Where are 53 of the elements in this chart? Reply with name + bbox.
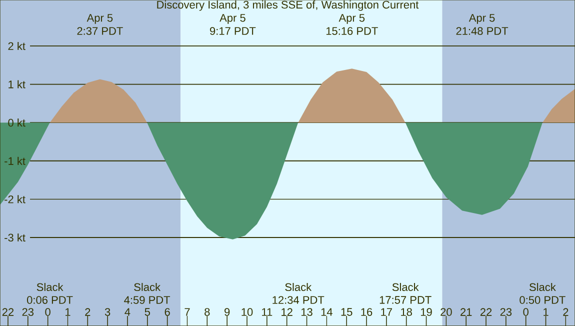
annotation: Slack xyxy=(134,282,161,292)
annotation: Apr 5 xyxy=(468,14,495,24)
x-tick-label: 18 xyxy=(401,308,412,316)
annotation: 15:16 PDT xyxy=(326,27,378,35)
annotation: Apr 5 xyxy=(220,14,246,24)
x-tick-label: 9 xyxy=(224,308,230,316)
x-tick-label: 21 xyxy=(460,308,472,316)
x-tick-label: 12 xyxy=(282,308,292,316)
x-tick-label: 4 xyxy=(124,308,130,316)
x-tick-label: 23 xyxy=(22,308,34,316)
annotation: 0:06 PDT xyxy=(27,296,73,304)
x-tick-label: 7 xyxy=(184,308,190,316)
y-tick-label: 1 kt xyxy=(8,80,26,88)
y-tick-label: -2 kt xyxy=(4,195,26,204)
x-tick-label: 3 xyxy=(104,308,110,316)
annotation: 17:57 PDT xyxy=(380,296,432,304)
annotation: Apr 5 xyxy=(86,14,113,24)
x-tick-label: 22 xyxy=(2,308,14,316)
annotation: Slack xyxy=(36,282,64,292)
x-tick-label: 0 xyxy=(45,308,50,316)
x-tick-label: 2 xyxy=(85,308,90,316)
annotation: 4:59 PDT xyxy=(124,296,170,304)
y-tick-label: -1 kt xyxy=(4,156,26,165)
x-tick-label: 22 xyxy=(480,308,492,316)
x-tick-label: 5 xyxy=(144,308,150,316)
annotation: 21:48 PDT xyxy=(456,27,508,35)
x-tick-label: 14 xyxy=(321,308,332,316)
x-tick-label: 0 xyxy=(523,308,528,316)
annotation: 2:37 PDT xyxy=(77,27,123,35)
x-tick-label: 17 xyxy=(381,308,392,316)
x-tick-label: 1 xyxy=(544,308,548,316)
x-tick-label: 2 xyxy=(563,308,568,316)
x-tick-label: 19 xyxy=(420,308,432,316)
x-tick-label: 8 xyxy=(204,308,210,316)
annotation: Apr 5 xyxy=(338,14,365,24)
chart-title: Discovery Island, 3 miles SSE of, Washington Current xyxy=(157,0,419,11)
x-tick-label: 13 xyxy=(301,308,312,316)
annotation: 9:17 PDT xyxy=(210,27,256,35)
annotation: Slack xyxy=(392,282,419,292)
x-tick-label: 15 xyxy=(341,308,352,316)
x-tick-label: 6 xyxy=(164,308,170,316)
x-tick-label: 16 xyxy=(361,308,372,316)
annotation: Slack xyxy=(530,282,556,292)
x-tick-label: 20 xyxy=(440,308,452,316)
annotation: 12:34 PDT xyxy=(272,296,324,304)
x-tick-label: 10 xyxy=(242,308,253,316)
y-tick-label: 2 kt xyxy=(8,42,26,50)
annotation: 0:50 PDT xyxy=(520,296,566,304)
annotation: Slack xyxy=(285,282,312,292)
x-tick-label: 11 xyxy=(262,308,272,316)
x-tick-label: 1 xyxy=(66,308,70,316)
x-tick-label: 23 xyxy=(500,308,512,316)
y-tick-label: -3 kt xyxy=(4,233,26,242)
